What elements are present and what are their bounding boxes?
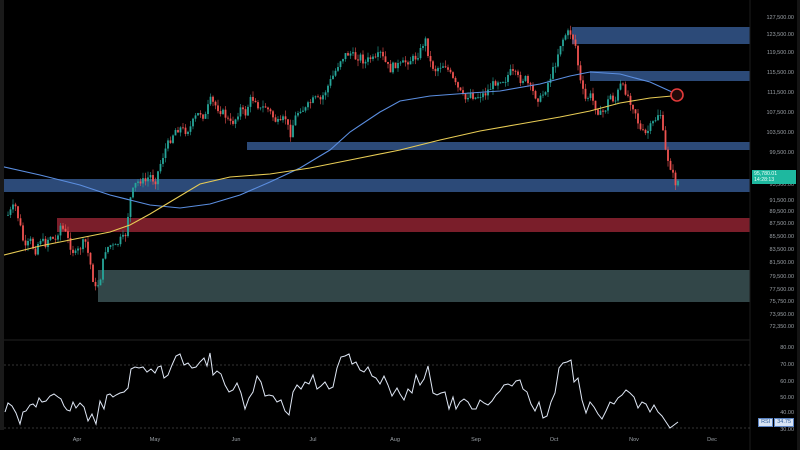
candlesticks: [7, 25, 679, 291]
price-tick: 127,500.00: [766, 15, 794, 21]
price-tick: 99,500.00: [769, 150, 794, 156]
price-tick: 75,750.00: [769, 299, 794, 305]
price-tick: 111,500.00: [767, 90, 794, 96]
rsi-label: RSI: [758, 418, 774, 427]
price-tick: 119,500.00: [766, 50, 794, 56]
last-price-value: 95,780.01: [754, 171, 778, 177]
price-tick: 89,500.00: [769, 209, 794, 215]
time-tick-dec: Dec: [707, 437, 717, 443]
price-tick: 77,500.00: [769, 287, 794, 293]
rsi-tick: 40.00: [780, 410, 794, 416]
zone-demand-77500: [98, 270, 750, 302]
price-tick: 107,500.00: [766, 110, 794, 116]
time-tick-apr: Apr: [72, 437, 82, 443]
rsi-tick: 30.00: [780, 427, 794, 433]
zone-resistance-123500: [572, 27, 750, 44]
candle-countdown: 14:28:13: [754, 177, 775, 183]
rsi-tick: 70.00: [780, 362, 794, 368]
zone-support-99500: [247, 142, 750, 150]
time-tick-sep: Sep: [471, 437, 481, 443]
time-tick-aug: Aug: [390, 437, 400, 443]
zone-fvg-87500: [57, 218, 750, 232]
price-tick: 103,500.00: [766, 130, 794, 136]
price-tick: 93,500.00: [769, 182, 794, 188]
rsi-tick: 80.00: [780, 345, 794, 351]
price-tick: 73,950.00: [769, 312, 794, 318]
time-tick-oct: Oct: [549, 437, 559, 443]
rsi-tick: 60.00: [780, 379, 794, 385]
time-tick-may: May: [149, 437, 161, 443]
price-tick: 87,500.00: [769, 221, 794, 227]
price-tick: 72,350.00: [769, 324, 794, 330]
right-edge: [797, 0, 800, 450]
price-zones: [0, 27, 750, 302]
price-tick: 81,500.00: [769, 260, 794, 266]
crossover-marker-circle: [670, 88, 684, 102]
rsi-line: [4, 352, 679, 429]
last-price-tag: 95,780.01 14:28:13: [752, 170, 796, 184]
price-tick: 123,500.00: [766, 32, 794, 38]
zone-support-93500: [0, 179, 750, 192]
price-tick: 83,500.00: [769, 247, 794, 253]
moving-averages: [0, 71, 673, 257]
zone-resistance-115500: [590, 71, 750, 81]
left-scroll-edge: [0, 0, 4, 430]
ma-fast-line: [0, 71, 673, 209]
rsi-tick: 50.00: [780, 395, 794, 401]
price-tick: 85,500.00: [769, 234, 794, 240]
price-tick: 79,500.00: [769, 274, 794, 280]
time-tick-nov: Nov: [629, 437, 639, 443]
rsi-value: 34.75: [774, 418, 794, 427]
rsi-value-tag: RSI 34.75: [758, 418, 794, 427]
ma-slow-line: [0, 95, 673, 257]
time-tick-jun: Jun: [231, 437, 241, 443]
time-tick-jul: Jul: [309, 437, 317, 443]
price-tick: 91,500.00: [769, 198, 794, 204]
price-tick: 115,500.00: [766, 70, 794, 76]
rsi-levels: [0, 364, 750, 429]
